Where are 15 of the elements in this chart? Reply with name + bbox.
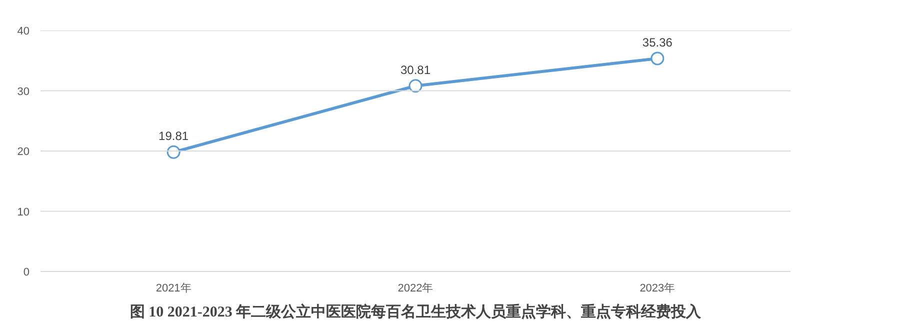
y-tick-label: 20 [17,146,30,158]
data-label: 35.36 [642,35,673,50]
point [166,145,180,159]
x-tick-label: 2021年 [156,282,192,294]
data-label: 19.81 [158,129,189,144]
data-label: 30.81 [400,62,431,77]
y-tick-label: 30 [17,86,30,98]
point [650,52,664,66]
y-tick-label: 10 [17,206,30,218]
point [408,79,422,93]
x-tick-label: 2023年 [640,282,676,294]
y-tick-label: 40 [17,26,30,38]
text: 图 10 2021-2023 年二级公立中医医院每百名卫生技术人员重点学科、重点专科经费投入 [130,302,702,320]
y-tick-label: 0 [23,266,30,278]
x-tick-label: 2022年 [398,282,434,294]
